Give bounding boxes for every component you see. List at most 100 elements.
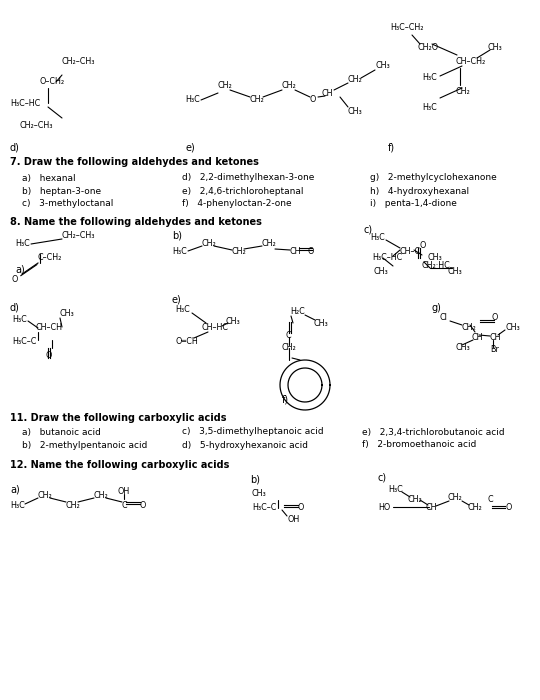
Text: H₃C: H₃C: [185, 95, 200, 104]
Text: CH₃: CH₃: [456, 344, 471, 353]
Text: CH₂: CH₂: [348, 76, 363, 85]
Text: i)   penta-1,4-dione: i) penta-1,4-dione: [370, 199, 457, 209]
Text: 7. Draw the following aldehydes and ketones: 7. Draw the following aldehydes and keto…: [10, 157, 259, 167]
Text: CH₂–CH₃: CH₂–CH₃: [62, 57, 96, 66]
Text: CH₃: CH₃: [505, 323, 519, 332]
Text: CH₂: CH₂: [250, 95, 265, 104]
Text: O: O: [308, 248, 314, 256]
Text: f)   4-phenyloctan-2-one: f) 4-phenyloctan-2-one: [182, 199, 292, 209]
Text: CH₂: CH₂: [462, 323, 477, 332]
Text: CH: CH: [322, 88, 334, 97]
Text: CH₂: CH₂: [94, 491, 109, 500]
Text: O═CH: O═CH: [175, 337, 198, 346]
Text: O: O: [12, 276, 18, 284]
Text: CH₂: CH₂: [262, 239, 277, 248]
Text: e)   2,4,6-trichloroheptanal: e) 2,4,6-trichloroheptanal: [182, 186, 303, 195]
Text: CH₃: CH₃: [448, 267, 463, 276]
Text: C: C: [122, 500, 127, 510]
Text: H₃C: H₃C: [175, 305, 190, 314]
Text: CH₃: CH₃: [374, 267, 389, 276]
Text: h)   4-hydroxyhexanal: h) 4-hydroxyhexanal: [370, 186, 469, 195]
Text: H₃C–HC: H₃C–HC: [10, 99, 40, 108]
Text: HO: HO: [378, 503, 390, 512]
Text: CH₂–CH₃: CH₂–CH₃: [62, 232, 96, 241]
Text: c)   3-methyloctanal: c) 3-methyloctanal: [22, 199, 113, 209]
Text: H₃C–C: H₃C–C: [252, 503, 276, 512]
Text: CH₂: CH₂: [468, 503, 483, 512]
Text: e): e): [172, 295, 182, 305]
Text: c): c): [378, 473, 387, 483]
Text: H₂C: H₂C: [290, 307, 305, 316]
Text: CH₃: CH₃: [225, 318, 240, 326]
Text: d): d): [10, 303, 20, 313]
Text: CH₃: CH₃: [375, 60, 390, 69]
Text: H₃C: H₃C: [422, 74, 437, 83]
Text: CH₂: CH₂: [282, 81, 297, 90]
Text: CH₃: CH₃: [488, 43, 503, 52]
Text: C–CH₂: C–CH₂: [38, 253, 63, 262]
Text: H₃C–C: H₃C–C: [12, 337, 36, 346]
Text: CH₂: CH₂: [408, 496, 423, 505]
Text: CH₂O: CH₂O: [418, 43, 439, 52]
Text: OH: OH: [118, 487, 130, 496]
Text: O: O: [492, 314, 498, 323]
Text: O: O: [140, 500, 146, 510]
Text: CH₂: CH₂: [38, 491, 53, 500]
Text: 11. Draw the following carboxylic acids: 11. Draw the following carboxylic acids: [10, 413, 226, 423]
Text: a): a): [15, 265, 25, 275]
Text: H₃C: H₃C: [12, 316, 27, 325]
Text: d)   5-hydroxyhexanoic acid: d) 5-hydroxyhexanoic acid: [182, 440, 308, 449]
Text: O: O: [420, 241, 427, 249]
Text: Br: Br: [490, 346, 499, 354]
Text: H₃C–CH₂: H₃C–CH₂: [390, 24, 423, 32]
Text: f): f): [388, 143, 395, 153]
Text: CH₂: CH₂: [282, 342, 297, 351]
Text: CH₃: CH₃: [252, 489, 267, 498]
Text: f): f): [282, 395, 289, 405]
Text: O: O: [298, 503, 305, 512]
Text: e): e): [185, 143, 195, 153]
Text: CH₂·HC: CH₂·HC: [422, 260, 451, 270]
Text: c): c): [363, 225, 372, 235]
Text: C: C: [286, 330, 292, 340]
Text: CH₂: CH₂: [66, 500, 81, 510]
Text: g)   2-methylcyclohexanone: g) 2-methylcyclohexanone: [370, 174, 497, 183]
Text: H₃C: H₃C: [10, 500, 25, 510]
Text: CH₃: CH₃: [348, 108, 363, 116]
Text: b)   2-methylpentanoic acid: b) 2-methylpentanoic acid: [22, 440, 147, 449]
Text: CH₂: CH₂: [232, 248, 247, 256]
Text: CH–CH₂: CH–CH₂: [455, 57, 485, 66]
Text: CH₂: CH₂: [218, 81, 233, 90]
Text: H₃C: H₃C: [422, 104, 437, 113]
Text: C: C: [488, 496, 494, 505]
Text: CH₂: CH₂: [455, 88, 470, 97]
Text: c)   3,5-dimethylheptanoic acid: c) 3,5-dimethylheptanoic acid: [182, 428, 323, 437]
Text: CH–CH: CH–CH: [35, 323, 62, 332]
Text: b)   heptan-3-one: b) heptan-3-one: [22, 186, 101, 195]
Text: H₃C: H₃C: [370, 232, 384, 241]
Text: 8. Name the following aldehydes and ketones: 8. Name the following aldehydes and keto…: [10, 217, 262, 227]
Text: f)   2-bromoethanoic acid: f) 2-bromoethanoic acid: [362, 440, 476, 449]
Text: CH–C: CH–C: [400, 248, 421, 256]
Text: H₃C: H₃C: [388, 486, 403, 494]
Text: d): d): [10, 143, 20, 153]
Text: H₃C: H₃C: [15, 239, 30, 248]
Text: d)   2,2-dimethylhexan-3-one: d) 2,2-dimethylhexan-3-one: [182, 174, 314, 183]
Text: O–CH₂: O–CH₂: [40, 78, 65, 87]
Text: a)   butanoic acid: a) butanoic acid: [22, 428, 101, 437]
Text: CH: CH: [426, 503, 437, 512]
Text: CH₃: CH₃: [60, 309, 75, 318]
Text: a)   hexanal: a) hexanal: [22, 174, 76, 183]
Text: g): g): [432, 303, 442, 313]
Text: H₃C–HC: H₃C–HC: [372, 253, 402, 262]
Text: CH₃: CH₃: [313, 318, 328, 328]
Text: CH–HC: CH–HC: [202, 323, 229, 332]
Text: OH: OH: [287, 515, 299, 524]
Text: CH₃: CH₃: [428, 253, 443, 262]
Text: H₃C: H₃C: [172, 248, 187, 256]
Text: O: O: [46, 351, 52, 360]
Text: CH₂: CH₂: [448, 494, 463, 503]
Text: b): b): [250, 475, 260, 485]
Text: CH: CH: [472, 333, 483, 342]
Text: 12. Name the following carboxylic acids: 12. Name the following carboxylic acids: [10, 460, 229, 470]
